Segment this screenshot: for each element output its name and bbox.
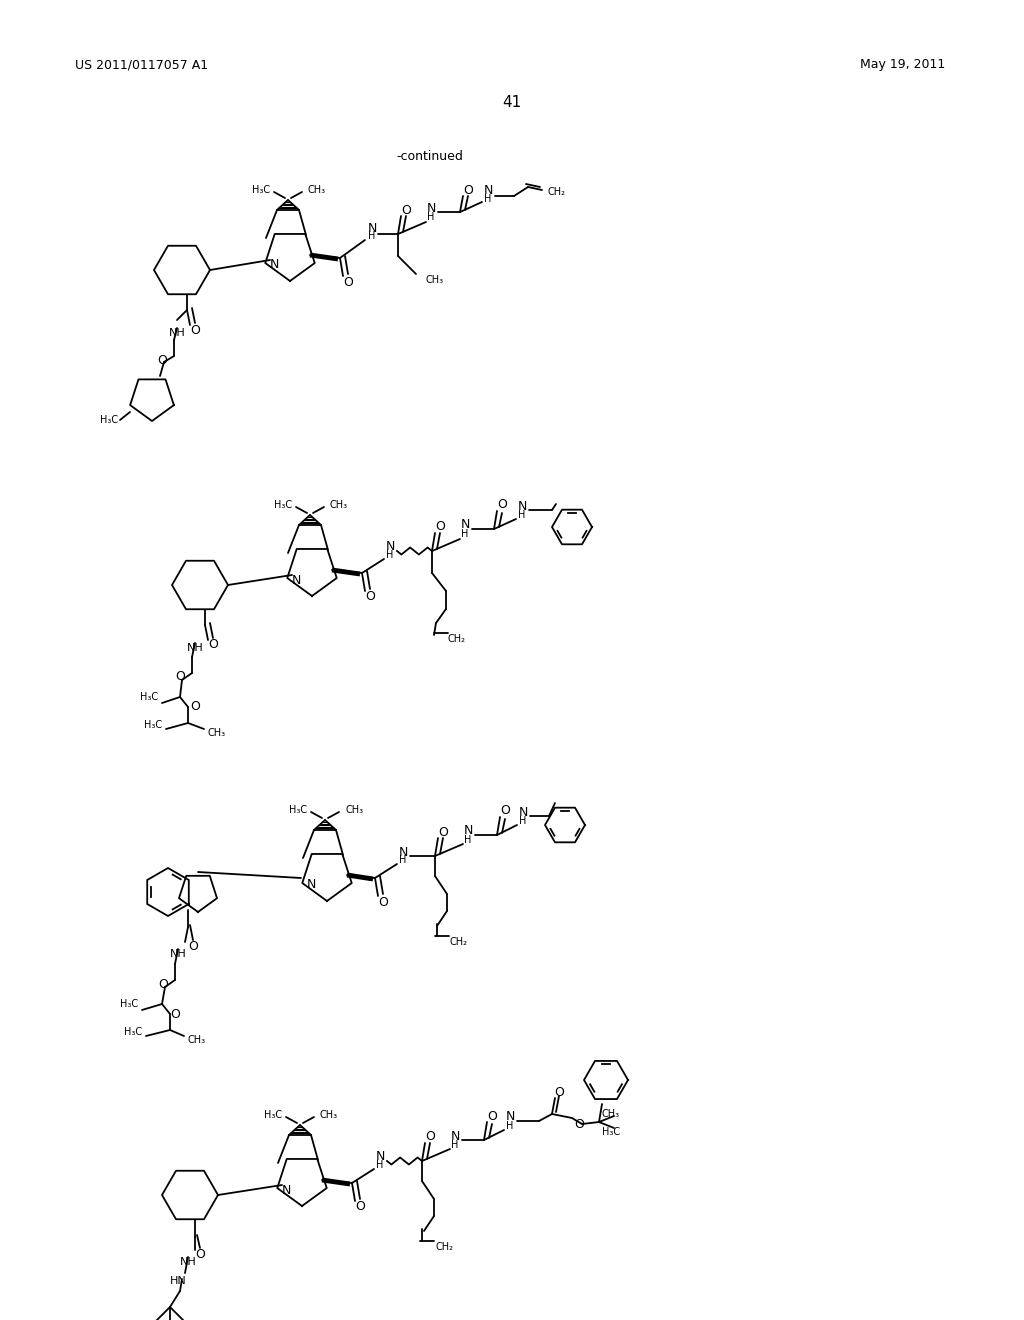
Text: HN: HN bbox=[170, 1276, 186, 1286]
Text: CH₂: CH₂ bbox=[449, 937, 467, 946]
Text: N: N bbox=[385, 540, 394, 553]
Text: CH₃: CH₃ bbox=[208, 729, 226, 738]
Text: May 19, 2011: May 19, 2011 bbox=[860, 58, 945, 71]
Text: H: H bbox=[399, 855, 407, 865]
Text: H: H bbox=[519, 816, 526, 826]
Text: N: N bbox=[463, 825, 473, 837]
Text: NH: NH bbox=[179, 1257, 197, 1267]
Text: NH: NH bbox=[170, 949, 186, 960]
Text: N: N bbox=[518, 805, 527, 818]
Text: CH₃: CH₃ bbox=[319, 1110, 338, 1119]
Text: CH₃: CH₃ bbox=[330, 500, 348, 510]
Text: H: H bbox=[464, 836, 472, 845]
Text: H₃C: H₃C bbox=[144, 719, 162, 730]
Text: O: O bbox=[343, 276, 353, 289]
Text: O: O bbox=[355, 1200, 365, 1213]
Text: O: O bbox=[463, 183, 473, 197]
Text: O: O bbox=[425, 1130, 435, 1143]
Text: O: O bbox=[170, 1007, 180, 1020]
Text: 41: 41 bbox=[503, 95, 521, 110]
Text: H: H bbox=[376, 1160, 384, 1170]
Text: CH₂: CH₂ bbox=[548, 187, 566, 197]
Text: O: O bbox=[208, 639, 218, 652]
Text: N: N bbox=[269, 259, 279, 272]
Text: O: O bbox=[487, 1110, 497, 1122]
Text: H₃C: H₃C bbox=[124, 1027, 142, 1038]
Text: O: O bbox=[401, 203, 411, 216]
Text: NH: NH bbox=[186, 643, 204, 653]
Text: O: O bbox=[574, 1118, 584, 1130]
Text: CH₃: CH₃ bbox=[602, 1109, 621, 1119]
Text: H: H bbox=[452, 1140, 459, 1150]
Text: O: O bbox=[190, 701, 200, 714]
Text: O: O bbox=[157, 354, 167, 367]
Text: H₃C: H₃C bbox=[264, 1110, 282, 1119]
Text: CH₃: CH₃ bbox=[308, 185, 326, 195]
Text: O: O bbox=[500, 804, 510, 817]
Text: O: O bbox=[366, 590, 375, 603]
Text: H₃C: H₃C bbox=[252, 185, 270, 195]
Text: N: N bbox=[398, 846, 408, 858]
Text: O: O bbox=[497, 499, 507, 511]
Text: N: N bbox=[483, 185, 493, 198]
Text: CH₃: CH₃ bbox=[188, 1035, 206, 1045]
Text: O: O bbox=[195, 1249, 205, 1262]
Text: CH₂: CH₂ bbox=[436, 1242, 454, 1251]
Text: H: H bbox=[506, 1121, 514, 1131]
Text: US 2011/0117057 A1: US 2011/0117057 A1 bbox=[75, 58, 208, 71]
Text: H₃C: H₃C bbox=[140, 692, 158, 702]
Text: N: N bbox=[426, 202, 435, 214]
Text: N: N bbox=[282, 1184, 291, 1196]
Text: H: H bbox=[462, 529, 469, 539]
Text: N: N bbox=[376, 1151, 385, 1163]
Text: O: O bbox=[438, 825, 447, 838]
Text: -continued: -continued bbox=[396, 150, 464, 162]
Text: H: H bbox=[386, 550, 393, 560]
Text: O: O bbox=[435, 520, 445, 533]
Text: H: H bbox=[484, 194, 492, 205]
Text: N: N bbox=[306, 879, 315, 891]
Text: NH: NH bbox=[169, 327, 185, 338]
Text: O: O bbox=[188, 940, 198, 953]
Text: O: O bbox=[190, 323, 200, 337]
Text: H: H bbox=[427, 213, 434, 222]
Text: N: N bbox=[451, 1130, 460, 1143]
Text: O: O bbox=[554, 1085, 564, 1098]
Text: O: O bbox=[378, 895, 388, 908]
Text: N: N bbox=[517, 499, 526, 512]
Text: N: N bbox=[505, 1110, 515, 1123]
Text: H₃C: H₃C bbox=[602, 1127, 621, 1137]
Text: O: O bbox=[158, 978, 168, 990]
Text: N: N bbox=[291, 573, 301, 586]
Text: H₃C: H₃C bbox=[289, 805, 307, 814]
Text: H₃C: H₃C bbox=[120, 999, 138, 1008]
Text: H₃C: H₃C bbox=[100, 414, 118, 425]
Text: CH₃: CH₃ bbox=[426, 275, 444, 285]
Text: CH₃: CH₃ bbox=[345, 805, 364, 814]
Text: H₃C: H₃C bbox=[273, 500, 292, 510]
Text: N: N bbox=[461, 519, 470, 532]
Text: CH₂: CH₂ bbox=[449, 634, 466, 644]
Text: H: H bbox=[518, 510, 525, 520]
Text: H: H bbox=[369, 231, 376, 242]
Text: O: O bbox=[175, 671, 185, 684]
Text: N: N bbox=[368, 222, 377, 235]
